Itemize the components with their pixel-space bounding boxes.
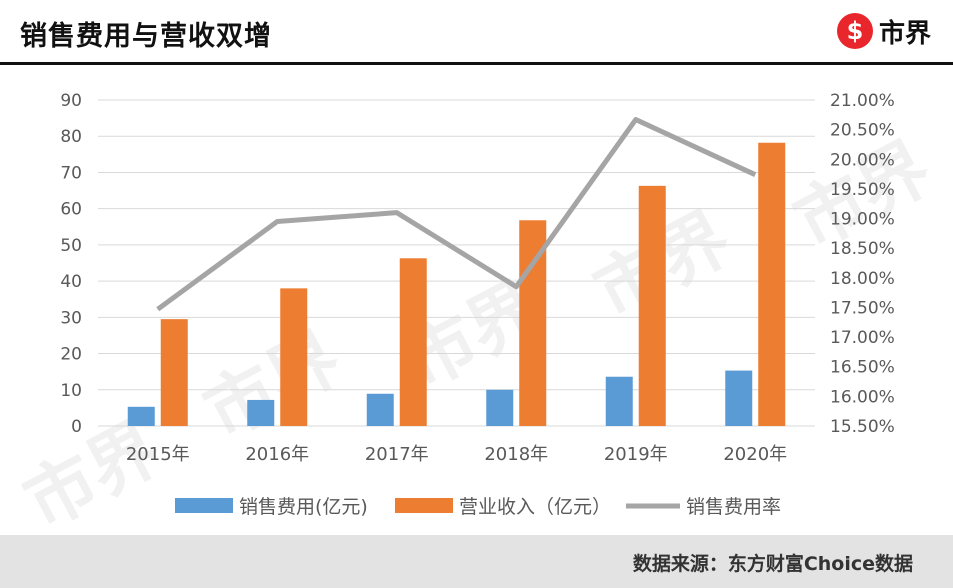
logo-text: 市界 bbox=[878, 18, 931, 49]
x-tick-label: 2016年 bbox=[245, 444, 309, 465]
legend-swatch bbox=[175, 498, 233, 513]
y-tick-label: 10 bbox=[60, 381, 82, 401]
bar bbox=[280, 288, 308, 426]
x-tick-label: 2018年 bbox=[484, 444, 548, 465]
legend-swatch bbox=[395, 498, 453, 513]
page-title: 销售费用与营收双增 bbox=[20, 21, 272, 52]
y2-tick-label: 21.00% bbox=[830, 91, 895, 111]
legend-label: 销售费用(亿元) bbox=[239, 496, 368, 518]
y2-tick-label: 18.00% bbox=[830, 269, 895, 289]
y-tick-label: 70 bbox=[60, 163, 82, 183]
y-tick-label: 40 bbox=[60, 272, 82, 292]
bar bbox=[247, 399, 275, 426]
bar bbox=[638, 185, 666, 426]
bar bbox=[366, 393, 394, 426]
y-tick-label: 80 bbox=[60, 127, 82, 147]
y2-tick-label: 15.50% bbox=[830, 417, 895, 437]
footer: 数据来源：东方财富Choice数据 bbox=[0, 535, 953, 588]
bar bbox=[758, 142, 786, 426]
y2-tick-label: 19.00% bbox=[830, 210, 895, 230]
legend-label: 营业收入（亿元） bbox=[459, 496, 611, 518]
y2-tick-label: 20.00% bbox=[830, 150, 895, 170]
bar bbox=[127, 406, 155, 426]
y-tick-label: 0 bbox=[71, 417, 82, 437]
brand-logo: $ 市界 bbox=[836, 12, 931, 50]
y-tick-label: 90 bbox=[60, 91, 82, 111]
data-source: 数据来源：东方财富Choice数据 bbox=[632, 553, 913, 575]
bar bbox=[725, 370, 753, 426]
legend-label: 销售费用率 bbox=[686, 496, 781, 518]
y2-tick-label: 16.50% bbox=[830, 358, 895, 378]
y2-tick-label: 19.50% bbox=[830, 180, 895, 200]
bar bbox=[160, 319, 188, 426]
y2-tick-label: 17.00% bbox=[830, 328, 895, 348]
y-tick-label: 20 bbox=[60, 345, 82, 365]
bar bbox=[605, 376, 633, 426]
header: 销售费用与营收双增 $ 市界 bbox=[0, 0, 953, 62]
x-tick-label: 2015年 bbox=[126, 444, 190, 465]
y2-tick-label: 17.50% bbox=[830, 298, 895, 318]
combo-chart: 0 10 20 30 40 50 60 70 80 90 15.50% 16.00% 16.50% 17.… bbox=[60, 91, 895, 518]
y-tick-label: 30 bbox=[60, 308, 82, 328]
y-tick-label: 50 bbox=[60, 236, 82, 256]
x-tick-label: 2019年 bbox=[604, 444, 668, 465]
x-tick-label: 2020年 bbox=[723, 444, 787, 465]
y2-tick-label: 20.50% bbox=[830, 121, 895, 141]
x-tick-label: 2017年 bbox=[365, 444, 429, 465]
y2-tick-label: 18.50% bbox=[830, 239, 895, 259]
y2-tick-label: 16.00% bbox=[830, 387, 895, 407]
series-line bbox=[156, 117, 757, 312]
header-divider bbox=[0, 62, 953, 65]
bar bbox=[399, 258, 427, 426]
bar bbox=[486, 389, 514, 426]
y-tick-label: 60 bbox=[60, 200, 82, 220]
logo-icon: $ bbox=[836, 13, 873, 49]
